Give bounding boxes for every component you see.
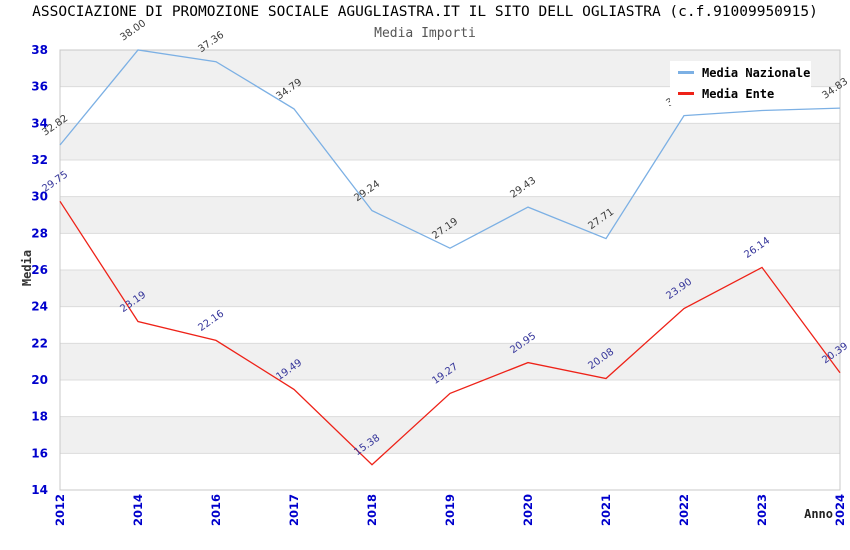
y-tick-label: 22 bbox=[31, 336, 48, 350]
x-tick-label: 2022 bbox=[677, 494, 691, 526]
plot-band bbox=[60, 416, 840, 454]
y-tick-label: 26 bbox=[31, 263, 48, 277]
y-tick-label: 18 bbox=[31, 410, 48, 424]
y-tick-label: 36 bbox=[31, 80, 48, 94]
plot-band bbox=[60, 123, 840, 160]
legend-label: Media Ente bbox=[702, 86, 775, 101]
y-tick-label: 32 bbox=[31, 153, 48, 167]
x-tick-label: 2017 bbox=[287, 494, 301, 526]
media-nazionale-line-swatch bbox=[678, 71, 694, 74]
y-tick-label: 20 bbox=[31, 373, 48, 387]
y-tick-label: 38 bbox=[31, 43, 48, 57]
point-label-media-nazionale: 38.00 bbox=[118, 18, 148, 43]
media-ente-line-swatch bbox=[678, 92, 694, 95]
legend-item-media-ente: Media Ente bbox=[670, 87, 811, 101]
x-tick-label: 2018 bbox=[365, 494, 379, 526]
y-tick-label: 14 bbox=[31, 483, 48, 497]
y-tick-label: 24 bbox=[31, 300, 48, 314]
x-tick-label: 2021 bbox=[599, 494, 613, 526]
plot-border bbox=[59, 49, 841, 491]
series-line-media-ente bbox=[59, 200, 841, 466]
point-label-media-ente: 22.16 bbox=[196, 308, 226, 333]
plot-band bbox=[60, 270, 840, 307]
y-tick-label: 16 bbox=[31, 446, 48, 460]
legend-label: Media Nazionale bbox=[702, 65, 811, 80]
x-tick-label: 2020 bbox=[521, 494, 535, 526]
y-tick-label: 30 bbox=[31, 190, 48, 204]
legend-item-media-nazionale: Media Nazionale bbox=[670, 66, 811, 80]
chart-subtitle: Media Importi bbox=[374, 26, 476, 41]
x-tick-label: 2014 bbox=[131, 494, 145, 526]
x-axis-title: Anno bbox=[804, 507, 833, 521]
y-tick-label: 34 bbox=[31, 116, 48, 130]
y-axis-title: Media bbox=[20, 249, 34, 287]
y-tick-label: 28 bbox=[31, 226, 48, 240]
point-label-media-ente: 29.75 bbox=[40, 169, 70, 194]
x-tick-label: 2012 bbox=[53, 494, 67, 526]
chart-title: ASSOCIAZIONE DI PROMOZIONE SOCIALE AGUGL… bbox=[32, 4, 818, 20]
x-tick-label: 2019 bbox=[443, 494, 457, 526]
legend: Media Nazionale Media Ente bbox=[670, 61, 811, 105]
x-tick-label: 2024 bbox=[833, 494, 847, 526]
plot-band bbox=[60, 343, 840, 380]
series-line-media-nazionale bbox=[59, 49, 841, 249]
point-label-media-ente: 26.14 bbox=[742, 235, 772, 260]
plot-band bbox=[60, 196, 840, 234]
x-tick-label: 2023 bbox=[755, 494, 769, 526]
x-tick-label: 2016 bbox=[209, 494, 223, 526]
